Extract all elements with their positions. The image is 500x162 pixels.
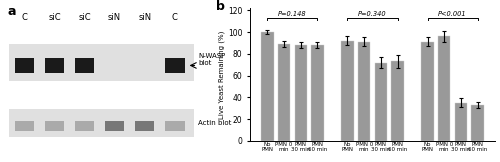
Text: siN: siN [108, 13, 121, 22]
Text: P<0.001: P<0.001 [438, 11, 467, 17]
Text: siC: siC [78, 13, 91, 22]
Bar [75, 58, 94, 73]
Bar [438, 36, 450, 141]
Bar [261, 32, 274, 141]
Bar [45, 58, 64, 73]
Bar [75, 122, 94, 131]
Y-axis label: Live Yeast Remaining (%): Live Yeast Remaining (%) [218, 30, 225, 119]
Bar [10, 109, 194, 137]
Text: P=0.340: P=0.340 [358, 11, 387, 17]
Text: siC: siC [48, 13, 61, 22]
Bar [422, 42, 434, 141]
Bar [278, 44, 290, 141]
Bar [392, 61, 404, 141]
Bar [358, 42, 370, 141]
Bar [165, 122, 184, 131]
Text: N-WASP
blot: N-WASP blot [198, 53, 226, 66]
Bar [165, 58, 184, 73]
Text: a: a [7, 5, 16, 18]
Bar [341, 41, 353, 141]
Text: siN: siN [138, 13, 151, 22]
Bar [454, 103, 467, 141]
Bar [472, 105, 484, 141]
Text: P=0.148: P=0.148 [278, 11, 306, 17]
Bar [45, 122, 64, 131]
Text: b: b [216, 0, 224, 13]
Text: C: C [172, 13, 178, 22]
Text: Actin blot: Actin blot [198, 120, 232, 126]
Text: C: C [22, 13, 28, 22]
Bar [294, 45, 307, 141]
Bar [14, 122, 34, 131]
Bar [311, 45, 324, 141]
Bar [105, 122, 124, 131]
Bar [14, 58, 34, 73]
Bar [10, 44, 194, 81]
Bar [374, 63, 387, 141]
Bar [135, 122, 154, 131]
